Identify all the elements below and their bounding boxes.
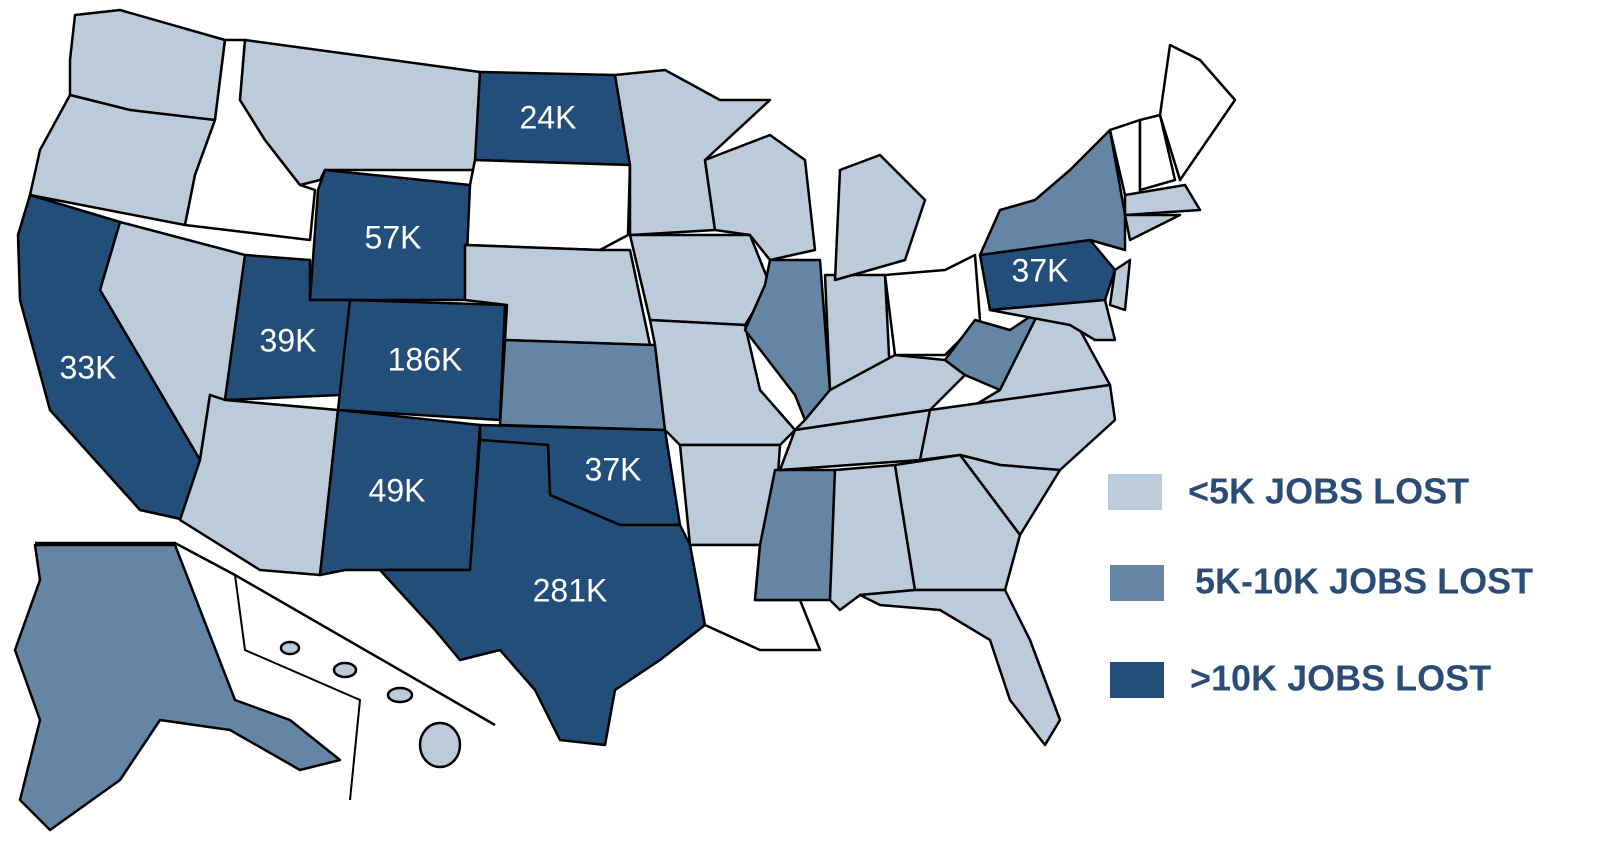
state: [1158, 43, 1237, 182]
state: [498, 338, 667, 432]
state: [1123, 213, 1182, 242]
legend-label: 5K-10K JOBS LOST: [1195, 561, 1533, 602]
state-label: 24K: [520, 99, 577, 135]
state-label: 49K: [369, 472, 426, 508]
state: [858, 588, 1062, 747]
state: [332, 661, 358, 679]
legend-label: <5K JOBS LOST: [1188, 471, 1469, 512]
state: [378, 438, 707, 747]
state: [1123, 183, 1202, 217]
state-label: 33K: [60, 349, 117, 385]
state: [386, 686, 414, 704]
state-label: 281K: [533, 572, 608, 608]
state-label: 39K: [260, 322, 317, 358]
inset-border: [35, 541, 496, 727]
inset-border: [234, 574, 362, 801]
legend-label: >10K JOBS LOST: [1190, 658, 1491, 699]
legend-swatch: [1110, 565, 1164, 601]
state: [988, 298, 1117, 342]
state: [13, 543, 342, 832]
state-label: 186K: [388, 341, 463, 377]
state: [893, 453, 1022, 592]
state: [1108, 258, 1132, 312]
state: [753, 468, 837, 602]
state: [16, 193, 202, 522]
state: [628, 233, 772, 327]
state: [463, 158, 632, 252]
state: [1138, 113, 1177, 192]
state: [279, 640, 301, 656]
states: [13, 8, 1237, 832]
state: [743, 258, 832, 422]
legend-swatch: [1108, 474, 1162, 510]
legend: <5K JOBS LOST 5K-10K JOBS LOST >10K JOBS…: [1108, 471, 1533, 699]
state: [833, 153, 927, 282]
state: [418, 721, 462, 769]
state-label: 37K: [585, 451, 642, 487]
state: [978, 128, 1127, 257]
legend-swatch: [1110, 662, 1164, 698]
state-label: 57K: [365, 219, 422, 255]
state: [793, 353, 967, 432]
state: [703, 133, 817, 262]
state-label: 37K: [1012, 252, 1069, 288]
